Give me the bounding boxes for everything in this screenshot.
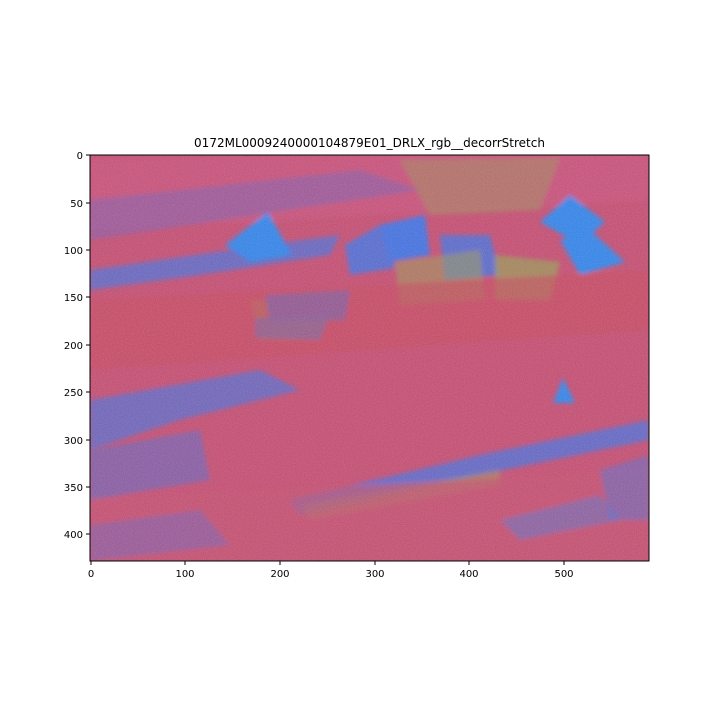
y-tick-label: 300 bbox=[64, 436, 83, 447]
plot-frame bbox=[89, 154, 650, 562]
figure-title: 0172ML0009240000104879E01_DRLX_rgb__deco… bbox=[194, 136, 545, 150]
x-tick-label: 200 bbox=[270, 569, 289, 580]
y-axis: 0 50 100 150 200 250 300 350 400 bbox=[64, 151, 90, 541]
x-axis: 0 100 200 300 400 500 bbox=[88, 561, 574, 580]
x-tick-label: 0 bbox=[88, 569, 94, 580]
y-tick-label: 100 bbox=[64, 246, 83, 257]
y-tick-label: 150 bbox=[64, 293, 83, 304]
y-tick-label: 200 bbox=[64, 341, 83, 352]
y-tick-label: 350 bbox=[64, 483, 83, 494]
y-tick-label: 250 bbox=[64, 388, 83, 399]
x-tick-label: 400 bbox=[459, 569, 478, 580]
y-tick-label: 50 bbox=[70, 199, 83, 210]
x-tick-label: 100 bbox=[175, 569, 194, 580]
x-tick-label: 500 bbox=[554, 569, 573, 580]
y-tick-label: 400 bbox=[64, 530, 83, 541]
y-tick-label: 0 bbox=[77, 151, 83, 162]
rock-image bbox=[90, 155, 649, 561]
x-tick-label: 300 bbox=[365, 569, 384, 580]
